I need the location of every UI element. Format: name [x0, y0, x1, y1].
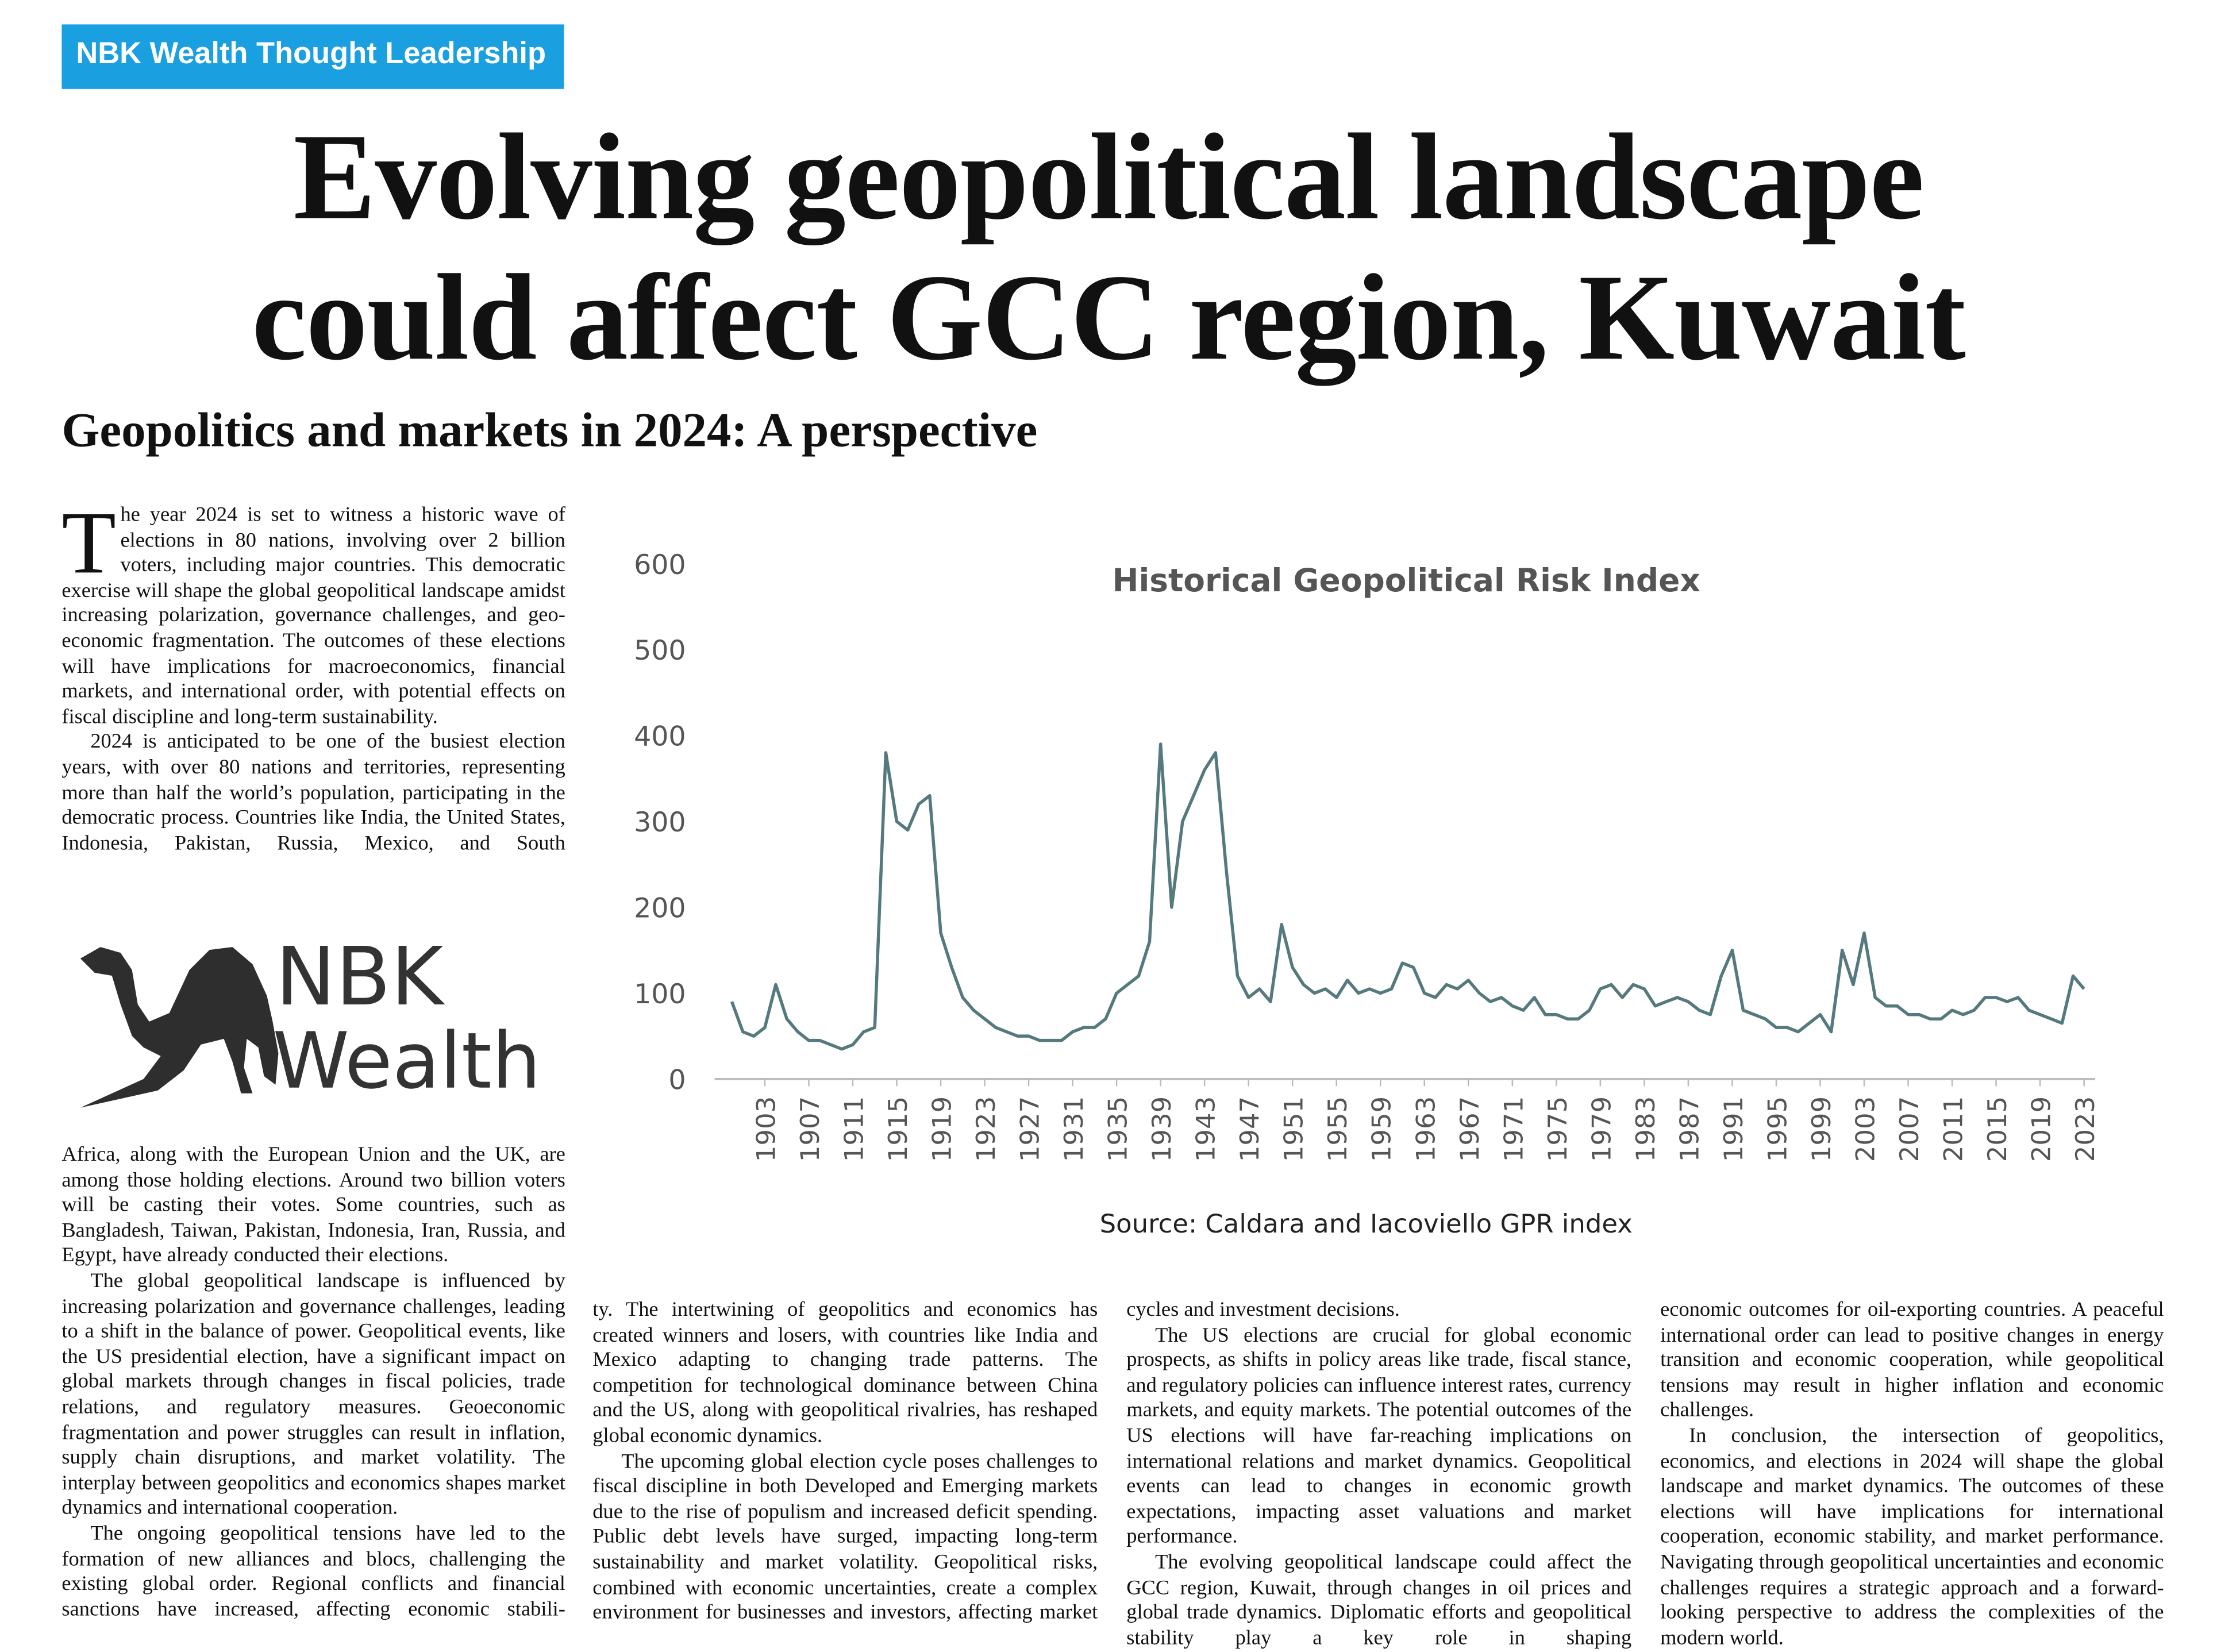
- x-tick-label: 1931: [1059, 1096, 1089, 1162]
- paragraph: The evolving geopolitical landscape coul…: [1126, 1551, 1632, 1650]
- x-tick-label: 1919: [926, 1096, 957, 1162]
- x-tick-label: 1923: [971, 1096, 1001, 1162]
- logo-text: Wealth: [272, 1016, 541, 1106]
- x-tick-label: 1943: [1191, 1096, 1221, 1162]
- headline: could affect GCC region, Kuwait: [252, 248, 1966, 386]
- paragraph: economic outcomes for oil-exporting coun…: [1660, 1298, 2164, 1423]
- paragraph: cycles and investment decisions.: [1126, 1298, 1400, 1322]
- x-tick-label: 1935: [1103, 1096, 1133, 1162]
- x-tick-label: 2007: [1894, 1096, 1925, 1162]
- x-tick-label: 1971: [1498, 1096, 1529, 1162]
- y-tick-label: 400: [634, 721, 686, 753]
- paragraph: he year 2024 is set to witness a histori…: [61, 503, 565, 729]
- logo-text: NBK: [275, 930, 445, 1023]
- x-tick-label: 1911: [838, 1096, 869, 1162]
- paragraph: Africa, along with the European Union an…: [61, 1143, 565, 1268]
- x-tick-label: 1903: [750, 1096, 781, 1162]
- chart-title: Historical Geopolitical Risk Index: [1112, 562, 1700, 599]
- x-tick-label: 1947: [1234, 1096, 1265, 1162]
- x-tick-label: 1995: [1762, 1096, 1792, 1162]
- y-tick-label: 0: [668, 1064, 686, 1096]
- section-tag-text: NBK Wealth Thought Leadership: [76, 37, 546, 71]
- x-tick-label: 1951: [1279, 1096, 1309, 1162]
- section-tag: NBK Wealth Thought Leadership: [61, 24, 564, 89]
- y-tick-label: 200: [634, 892, 686, 924]
- x-tick-label: 2003: [1850, 1096, 1880, 1162]
- paragraph: The ongoing geopolitical tensions have l…: [61, 1522, 565, 1621]
- camel-icon: [80, 947, 279, 1108]
- chart-source: Source: Caldara and Iacoviello GPR index: [1100, 1208, 1633, 1239]
- paragraph: 2024 is anticipated to be one of the bus…: [61, 730, 565, 855]
- x-tick-label: 1987: [1674, 1096, 1704, 1162]
- drop-cap: T: [61, 495, 116, 593]
- x-tick-label: 2023: [2070, 1096, 2100, 1162]
- column: cycles and investment decisions. The US …: [1126, 1299, 1631, 1652]
- paragraph: ty. The intertwining of geopolitics and …: [592, 1298, 1098, 1448]
- x-tick-label: 1959: [1367, 1096, 1397, 1162]
- data-line: [730, 742, 2085, 1051]
- paragraph: The US elections are crucial for global …: [1126, 1323, 1632, 1549]
- paragraph: In conclusion, the intersection of geopo…: [1660, 1424, 2164, 1650]
- x-tick-label: 1979: [1586, 1096, 1616, 1162]
- x-tick-label: 1999: [1806, 1096, 1837, 1162]
- x-tick-label: 2015: [1982, 1096, 2012, 1162]
- x-tick-label: 2011: [1938, 1096, 1969, 1162]
- x-tick-label: 1955: [1322, 1096, 1353, 1162]
- column: ty. The intertwining of geopolitics and …: [592, 1299, 1098, 1627]
- y-tick-label: 100: [634, 979, 686, 1010]
- headline: Evolving geopolitical landscape: [293, 107, 1925, 246]
- x-tick-label: 1939: [1146, 1096, 1177, 1162]
- x-tick-label: 2019: [2026, 1096, 2057, 1162]
- x-tick-label: 1963: [1410, 1096, 1441, 1162]
- x-tick-label: 1983: [1630, 1096, 1661, 1162]
- x-tick-label: 1991: [1718, 1096, 1749, 1162]
- x-tick-label: 1915: [883, 1096, 913, 1162]
- column: Africa, along with the European Union an…: [61, 1143, 565, 1623]
- column: economic outcomes for oil-exporting coun…: [1660, 1299, 2164, 1652]
- y-tick-label: 500: [634, 635, 686, 667]
- x-tick-label: 1975: [1542, 1096, 1573, 1162]
- x-tick-label: 1967: [1454, 1096, 1485, 1162]
- x-tick-label: 1907: [795, 1096, 825, 1162]
- x-tick-label: 1927: [1015, 1096, 1045, 1162]
- y-tick-label: 600: [634, 549, 686, 581]
- subheadline: Geopolitics and markets in 2024: A persp…: [61, 405, 1038, 458]
- logo: NBK Wealth: [80, 930, 541, 1108]
- y-tick-label: 300: [634, 807, 686, 838]
- paragraph: The upcoming global election cycle poses…: [592, 1450, 1098, 1625]
- paragraph: The global geopolitical landscape is inf…: [61, 1269, 565, 1520]
